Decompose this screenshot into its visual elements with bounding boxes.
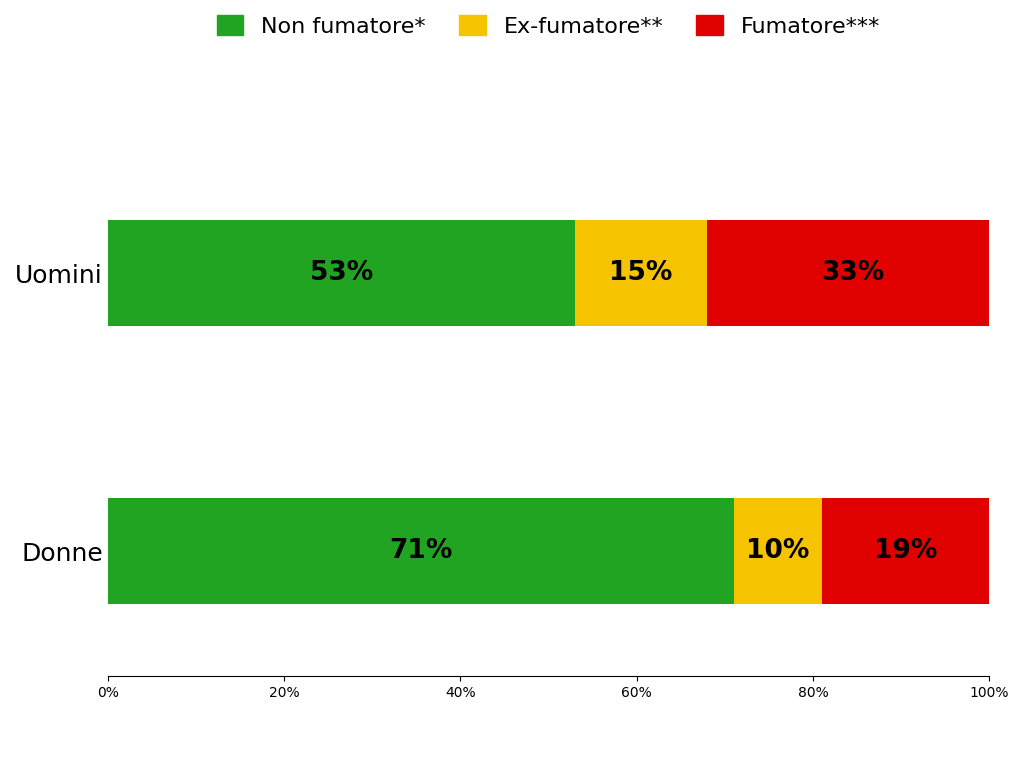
- Bar: [108, 221, 574, 326]
- Text: 10%: 10%: [745, 538, 809, 565]
- Legend: Non fumatore*, Ex-fumatore**, Fumatore***: Non fumatore*, Ex-fumatore**, Fumatore**…: [208, 6, 889, 46]
- Text: 71%: 71%: [389, 538, 453, 565]
- Bar: [708, 221, 998, 326]
- Bar: [821, 498, 989, 604]
- Text: 33%: 33%: [821, 260, 884, 286]
- Text: 15%: 15%: [609, 260, 673, 286]
- Text: 53%: 53%: [309, 260, 373, 286]
- Text: 19%: 19%: [873, 538, 937, 565]
- Bar: [574, 221, 708, 326]
- Bar: [108, 498, 733, 604]
- Bar: [733, 498, 821, 604]
